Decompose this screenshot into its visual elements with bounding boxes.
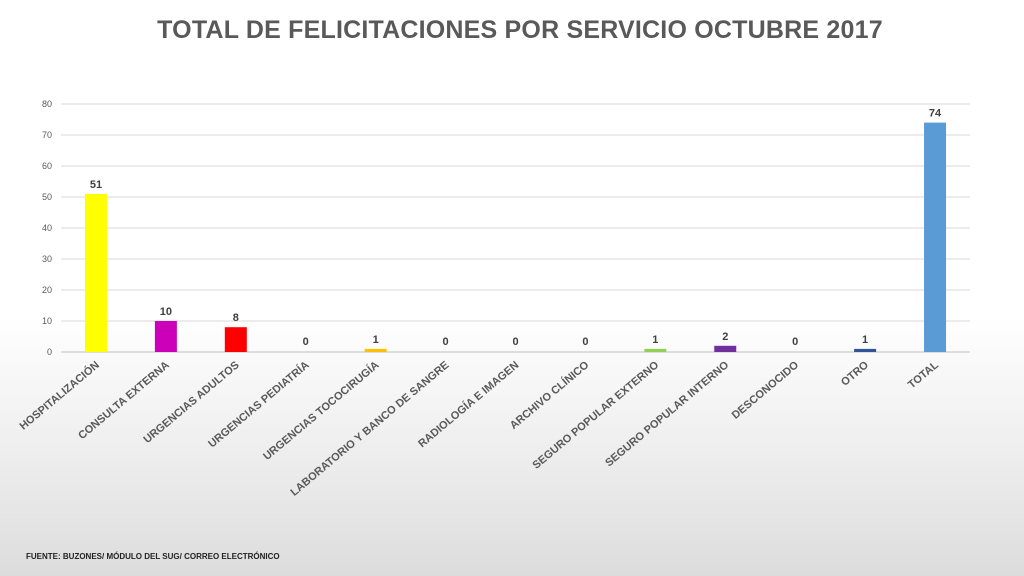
y-axis-ticks: 0 10 20 30 40 50 60 70 80 bbox=[42, 99, 52, 357]
y-tick-label: 20 bbox=[42, 285, 52, 295]
x-tick-label: LABORATORIO Y BANCO DE SANGRE bbox=[289, 359, 452, 498]
data-label: 74 bbox=[929, 108, 942, 120]
bar bbox=[924, 122, 947, 352]
y-tick-label: 10 bbox=[42, 316, 52, 326]
y-tick-label: 0 bbox=[47, 347, 52, 357]
bars bbox=[84, 122, 947, 352]
x-tick-label: SEGURO POPULAR INTERNO bbox=[603, 359, 731, 469]
bar bbox=[854, 348, 877, 352]
data-label: 0 bbox=[512, 336, 518, 348]
bar bbox=[714, 345, 737, 352]
y-tick-label: 30 bbox=[42, 254, 52, 264]
source-note: FUENTE: BUZONES/ MÓDULO DEL SUG/ CORREO … bbox=[26, 552, 280, 561]
data-label: 1 bbox=[862, 334, 868, 346]
y-tick-label: 50 bbox=[42, 192, 52, 202]
data-label: 2 bbox=[722, 331, 728, 343]
data-label: 1 bbox=[652, 334, 658, 346]
y-tick-label: 60 bbox=[42, 161, 52, 171]
x-tick-label: URGENCIAS TOCOCIRUGÍA bbox=[261, 358, 382, 463]
gridlines bbox=[61, 103, 970, 353]
x-tick-label: DESCONOCIDO bbox=[730, 359, 802, 422]
bar bbox=[84, 193, 107, 352]
y-tick-label: 70 bbox=[42, 130, 52, 140]
data-label: 51 bbox=[90, 179, 102, 191]
data-label: 0 bbox=[303, 336, 309, 348]
bar bbox=[364, 348, 387, 352]
data-label: 0 bbox=[582, 336, 588, 348]
x-tick-label: SEGURO POPULAR EXTERNO bbox=[530, 359, 661, 472]
bar bbox=[224, 327, 247, 352]
bar bbox=[154, 321, 177, 352]
data-label: 10 bbox=[160, 306, 172, 318]
x-tick-label: OTRO bbox=[839, 359, 871, 389]
y-tick-label: 40 bbox=[42, 223, 52, 233]
y-tick-label: 80 bbox=[42, 99, 52, 109]
x-tick-label: TOTAL bbox=[906, 359, 941, 391]
data-label: 8 bbox=[233, 312, 239, 324]
data-label: 0 bbox=[792, 336, 798, 348]
data-label: 0 bbox=[443, 336, 449, 348]
chart-title: TOTAL DE FELICITACIONES POR SERVICIO OCT… bbox=[157, 16, 883, 44]
bar bbox=[644, 348, 667, 352]
data-label: 1 bbox=[373, 334, 379, 346]
